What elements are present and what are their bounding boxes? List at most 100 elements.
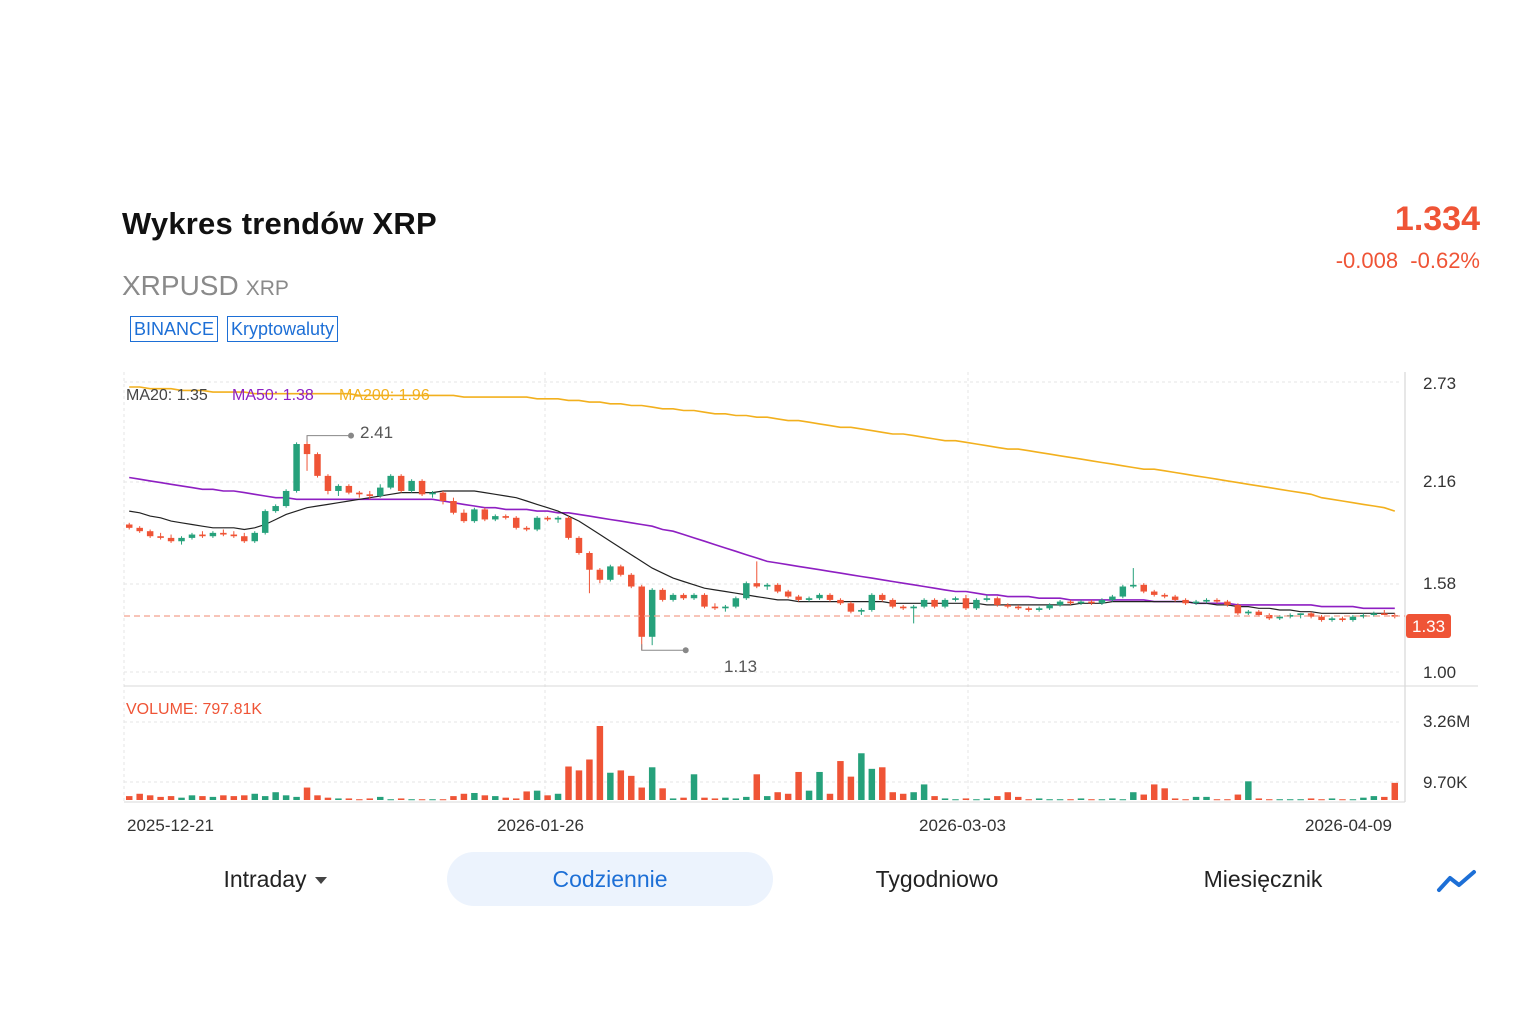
volume-bar (1213, 799, 1221, 801)
candle-body (837, 599, 844, 604)
caret-down-icon (314, 877, 327, 885)
candle-body (356, 492, 363, 495)
volume-bar (628, 775, 635, 800)
volume-bar (1266, 799, 1273, 801)
candle (586, 551, 593, 594)
volume-bar (596, 726, 604, 800)
volume-bar (837, 761, 844, 800)
volume-bar (178, 797, 185, 800)
candle (167, 534, 175, 543)
volume-bar (1150, 784, 1158, 800)
volume-bar (1025, 799, 1032, 801)
candle-body (408, 480, 415, 491)
volume-bar (1056, 799, 1064, 801)
price-change: -0.008 -0.62% (1335, 248, 1480, 273)
volume-bar (523, 791, 530, 800)
tab-monthly[interactable]: Miesięcznik (1128, 852, 1398, 906)
candle (136, 526, 143, 533)
candle-body (805, 598, 813, 600)
candle-body (471, 509, 478, 522)
volume-bar (994, 796, 1001, 800)
line-trend-icon[interactable] (1436, 866, 1478, 896)
candle-body (638, 586, 645, 637)
candle (324, 474, 332, 495)
volume-bar (1067, 799, 1074, 801)
candle-body (889, 599, 896, 607)
category-tag[interactable]: Kryptowaluty (227, 316, 339, 342)
candle (920, 598, 928, 609)
volume-bar (1140, 794, 1147, 800)
candle-body (596, 569, 604, 580)
volume-bar (324, 797, 332, 800)
candle-body (1046, 604, 1053, 609)
candle (732, 596, 740, 609)
volume-bar (952, 799, 959, 801)
candle (638, 584, 645, 651)
volume-bar (220, 795, 227, 800)
candle-body (763, 584, 771, 587)
candle-body (1025, 608, 1032, 610)
candle (669, 593, 677, 602)
candle (763, 583, 771, 590)
candle-body (931, 599, 938, 607)
tab-intraday[interactable]: Intraday (160, 852, 390, 906)
candle (1035, 606, 1043, 612)
volume-bar (899, 793, 907, 800)
volume-bar (847, 776, 855, 800)
candle (512, 516, 520, 530)
tab-daily[interactable]: Codziennie (447, 852, 773, 906)
candle (1119, 584, 1127, 599)
volume-bar (418, 799, 426, 801)
volume-bar (1339, 799, 1346, 801)
candle-body (272, 506, 279, 512)
volume-bar (784, 793, 792, 800)
high-marker-dot (348, 432, 355, 439)
candle (492, 514, 499, 522)
candle-body (1360, 615, 1367, 617)
volume-bar (1109, 798, 1116, 800)
page-title: Wykres trendów XRP (122, 206, 437, 241)
candle-body (125, 524, 133, 528)
volume-bar (690, 774, 698, 800)
candle (910, 604, 917, 624)
candle-body (899, 606, 907, 609)
candle (659, 588, 666, 602)
volume-bar (1391, 782, 1399, 800)
candle-body (282, 490, 290, 507)
candle-body (533, 517, 541, 530)
candle (397, 474, 405, 493)
volume-bar (460, 793, 468, 800)
candle (1339, 616, 1346, 622)
candle-body (1171, 596, 1179, 600)
tab-weekly[interactable]: Tygodniowo (802, 852, 1072, 906)
candle-body (1245, 611, 1252, 614)
candle (178, 536, 185, 545)
ma20-line (129, 490, 1395, 614)
volume-bar (858, 753, 865, 800)
volume-bar (282, 795, 290, 800)
candle-body (1109, 596, 1116, 600)
candle (460, 509, 468, 523)
volume-bar (617, 770, 625, 800)
candle-body (1098, 599, 1106, 604)
volume-tick-0: 3.26M (1423, 712, 1470, 731)
candle-body (669, 594, 677, 600)
candle-body (324, 475, 332, 491)
candle-body (512, 517, 520, 528)
candle (429, 490, 436, 498)
exchange-tag[interactable]: BINANCE (130, 316, 219, 342)
candle (251, 531, 258, 543)
volume-legend: VOLUME: 797.81K (126, 701, 262, 718)
volume-bar (910, 792, 917, 800)
volume-bar (701, 797, 708, 800)
candle-body (858, 609, 865, 612)
candle (439, 490, 447, 505)
candle (335, 484, 342, 496)
candle (1182, 598, 1189, 605)
candle (847, 601, 855, 614)
candle (418, 479, 426, 496)
candle-body (199, 534, 206, 537)
candle-body (439, 492, 447, 502)
candle-body (481, 509, 489, 520)
